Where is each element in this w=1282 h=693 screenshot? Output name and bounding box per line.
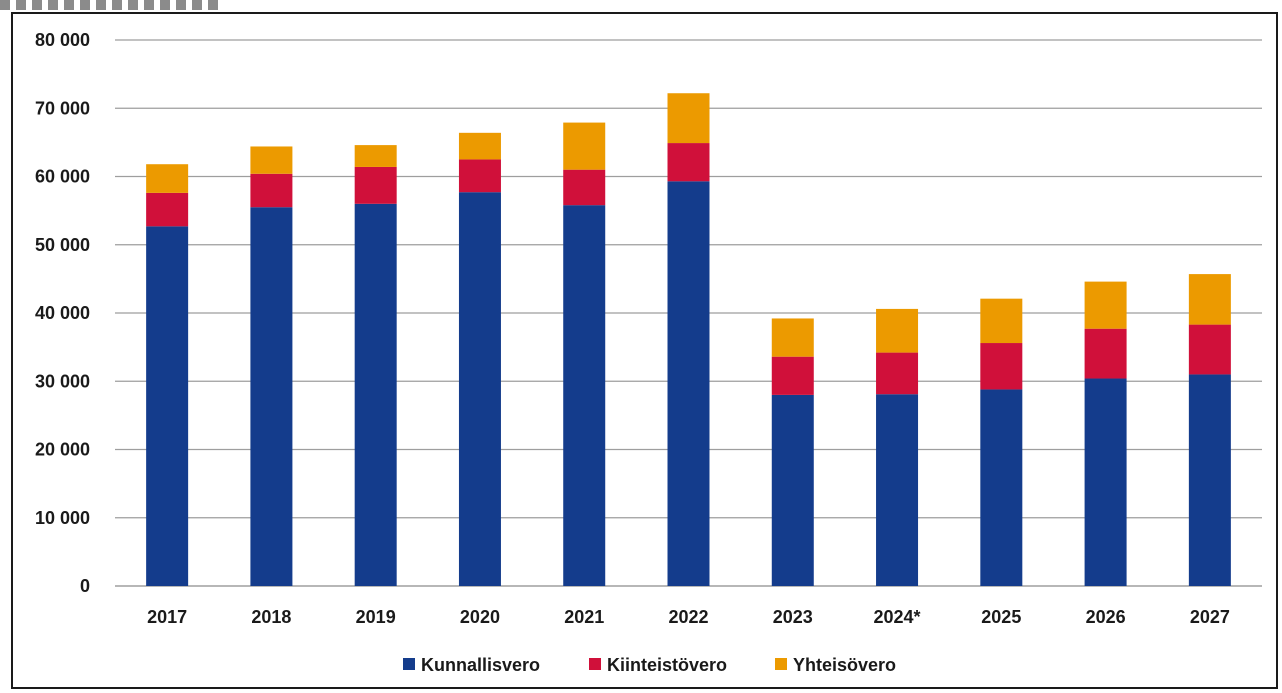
bar-yhteisövero-2023 (771, 318, 814, 357)
bar-kunnallisvero-2019 (354, 203, 397, 587)
x-axis-tick-labels: 2017 2018 2019 2020 2021 2022 2023 2024* 2025 202… (147, 607, 1230, 627)
y-tick-label: 10 000 (35, 508, 90, 528)
bar-kunnallisvero-2017 (146, 226, 189, 586)
bar-yhteisövero-2019 (354, 145, 397, 167)
y-tick-label: 80 000 (35, 30, 90, 50)
y-tick-label: 50 000 (35, 235, 90, 255)
x-tick-label: 2027 (1190, 607, 1230, 627)
bar-kunnallisvero-2023 (771, 394, 814, 586)
y-tick-label: 40 000 (35, 303, 90, 323)
legend-label-kiinteistövero: Kiinteistövero (607, 655, 727, 675)
bar-kiinteistövero-2020 (458, 159, 501, 193)
y-tick-label: 30 000 (35, 371, 90, 391)
bar-yhteisövero-2026 (1084, 281, 1127, 329)
bar-yhteisövero-2021 (563, 122, 606, 170)
y-tick-label: 70 000 (35, 98, 90, 118)
bar-kiinteistövero-2025 (980, 343, 1023, 390)
bar-kiinteistövero-2026 (1084, 328, 1127, 379)
y-axis-tick-labels: 0 10 000 20 000 30 000 40 000 50 000 60 000 70 … (35, 30, 90, 596)
bar-kiinteistövero-2024 (876, 352, 919, 395)
legend-label-yhteisövero: Yhteisövero (793, 655, 896, 675)
x-tick-label: 2019 (356, 607, 396, 627)
x-tick-label: 2024* (874, 607, 921, 627)
y-tick-label: 20 000 (35, 440, 90, 460)
bar-kiinteistövero-2017 (146, 192, 189, 227)
x-tick-label: 2025 (981, 607, 1021, 627)
legend: Kunnallisvero Kiinteistövero Yhteisövero (403, 655, 896, 675)
bar-kunnallisvero-2025 (980, 389, 1023, 586)
bar-yhteisövero-2017 (146, 164, 189, 193)
legend-label-kunnallisvero: Kunnallisvero (421, 655, 540, 675)
bar-kunnallisvero-2021 (563, 205, 606, 587)
bar-yhteisövero-2025 (980, 298, 1023, 344)
bar-kiinteistövero-2021 (563, 169, 606, 206)
legend-swatch-kunnallisvero (403, 658, 415, 670)
bar-kunnallisvero-2022 (667, 181, 710, 586)
x-tick-label: 2021 (564, 607, 604, 627)
y-tick-label: 60 000 (35, 167, 90, 187)
bar-kunnallisvero-2020 (458, 192, 501, 586)
x-tick-label: 2023 (773, 607, 813, 627)
x-tick-label: 2022 (668, 607, 708, 627)
bar-kiinteistövero-2027 (1188, 324, 1231, 375)
cropped-header-fragment (0, 0, 220, 10)
bar-kunnallisvero-2026 (1084, 378, 1127, 586)
chart-frame (11, 12, 1278, 689)
bar-kiinteistövero-2023 (771, 356, 814, 395)
bar-kiinteistövero-2022 (667, 143, 710, 182)
bar-kunnallisvero-2018 (250, 207, 293, 586)
x-tick-label: 2026 (1086, 607, 1126, 627)
bar-yhteisövero-2018 (250, 146, 293, 174)
bar-kiinteistövero-2018 (250, 173, 293, 208)
x-tick-label: 2018 (251, 607, 291, 627)
bars (146, 93, 1231, 587)
bar-kunnallisvero-2027 (1188, 374, 1231, 586)
legend-swatch-kiinteistövero (589, 658, 601, 670)
y-tick-label: 0 (80, 576, 90, 596)
bar-yhteisövero-2024 (876, 308, 919, 353)
x-tick-label: 2017 (147, 607, 187, 627)
bar-kiinteistövero-2019 (354, 166, 397, 204)
bar-yhteisövero-2020 (458, 132, 501, 160)
x-tick-label: 2020 (460, 607, 500, 627)
bar-yhteisövero-2022 (667, 93, 710, 144)
legend-swatch-yhteisövero (775, 658, 787, 670)
bar-yhteisövero-2027 (1188, 274, 1231, 325)
bar-kunnallisvero-2024 (876, 394, 919, 586)
